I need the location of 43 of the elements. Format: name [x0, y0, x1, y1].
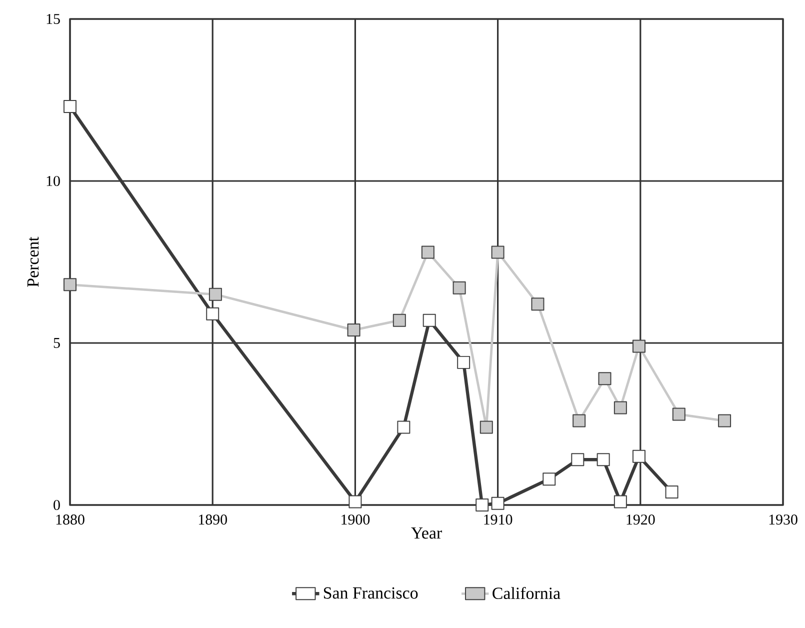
y-tick-label: 15	[46, 14, 60, 24]
point	[206, 307, 220, 320]
point	[614, 495, 627, 508]
point	[480, 420, 493, 434]
point	[718, 414, 732, 428]
legend-label: California	[492, 586, 560, 600]
y-tick-label: 0	[54, 500, 60, 510]
point	[596, 453, 610, 466]
x-tick-label: 1890	[198, 514, 227, 525]
point	[672, 408, 686, 421]
point	[421, 246, 434, 259]
point	[392, 314, 406, 327]
point	[347, 324, 360, 337]
point	[452, 281, 466, 294]
point	[476, 498, 489, 512]
point	[397, 420, 410, 434]
legend-label: San Francisco	[324, 587, 418, 599]
point	[348, 495, 362, 508]
point	[572, 414, 586, 428]
point	[531, 298, 544, 311]
y-axis-title: Percent	[27, 236, 39, 287]
point	[614, 401, 627, 414]
x-axis-title: Year	[411, 527, 442, 539]
point	[491, 246, 504, 259]
x-tick-label: 1920	[626, 514, 655, 525]
point	[64, 100, 76, 113]
point	[665, 486, 678, 499]
point	[208, 288, 222, 301]
point	[542, 472, 556, 486]
x-tick-label: 1910	[484, 514, 512, 525]
point	[598, 372, 612, 386]
x-tick-label: 1930	[769, 514, 798, 525]
x-tick-label: 1900	[342, 514, 370, 525]
point	[632, 340, 646, 353]
y-tick-label: 5	[54, 338, 60, 348]
point	[457, 356, 470, 369]
point	[64, 278, 76, 292]
x-tick-label: 1880	[56, 514, 84, 525]
point	[632, 450, 646, 463]
point	[571, 453, 584, 466]
y-tick-label: 10	[46, 176, 60, 186]
point	[422, 314, 436, 327]
point	[491, 496, 504, 510]
